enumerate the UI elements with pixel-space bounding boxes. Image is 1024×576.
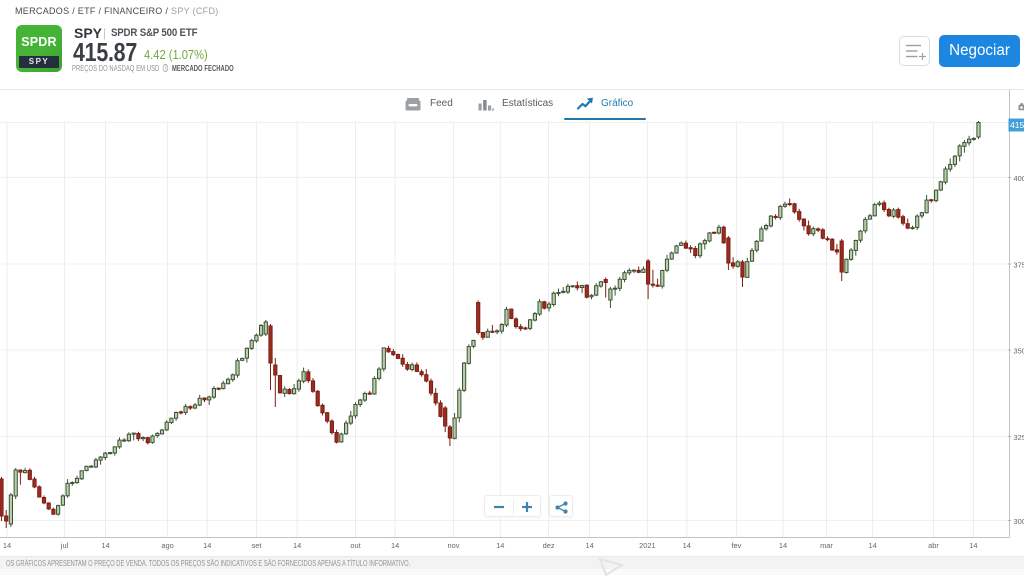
svg-text:jul: jul [60, 541, 69, 550]
svg-text:415.87: 415.87 [1010, 120, 1024, 130]
svg-text:nov: nov [448, 541, 460, 550]
svg-text:300: 300 [1014, 517, 1024, 526]
svg-text:14: 14 [683, 541, 691, 550]
svg-text:set: set [252, 541, 262, 550]
svg-text:14: 14 [293, 541, 301, 550]
svg-text:14: 14 [203, 541, 211, 550]
svg-text:14: 14 [3, 541, 11, 550]
svg-text:350: 350 [1014, 347, 1024, 356]
svg-text:fev: fev [731, 541, 741, 550]
svg-text:14: 14 [101, 541, 109, 550]
svg-text:14: 14 [969, 541, 977, 550]
svg-text:14: 14 [779, 541, 787, 550]
svg-text:325: 325 [1014, 433, 1024, 442]
svg-text:ago: ago [161, 541, 173, 550]
svg-text:14: 14 [496, 541, 504, 550]
svg-text:14: 14 [585, 541, 593, 550]
svg-text:400: 400 [1014, 174, 1024, 183]
svg-text:mar: mar [820, 541, 833, 550]
svg-text:14: 14 [868, 541, 876, 550]
svg-text:abr: abr [928, 541, 939, 550]
svg-text:2021: 2021 [639, 541, 655, 550]
svg-text:375: 375 [1014, 261, 1024, 270]
svg-text:14: 14 [391, 541, 399, 550]
svg-text:out: out [350, 541, 360, 550]
svg-text:dez: dez [543, 541, 555, 550]
